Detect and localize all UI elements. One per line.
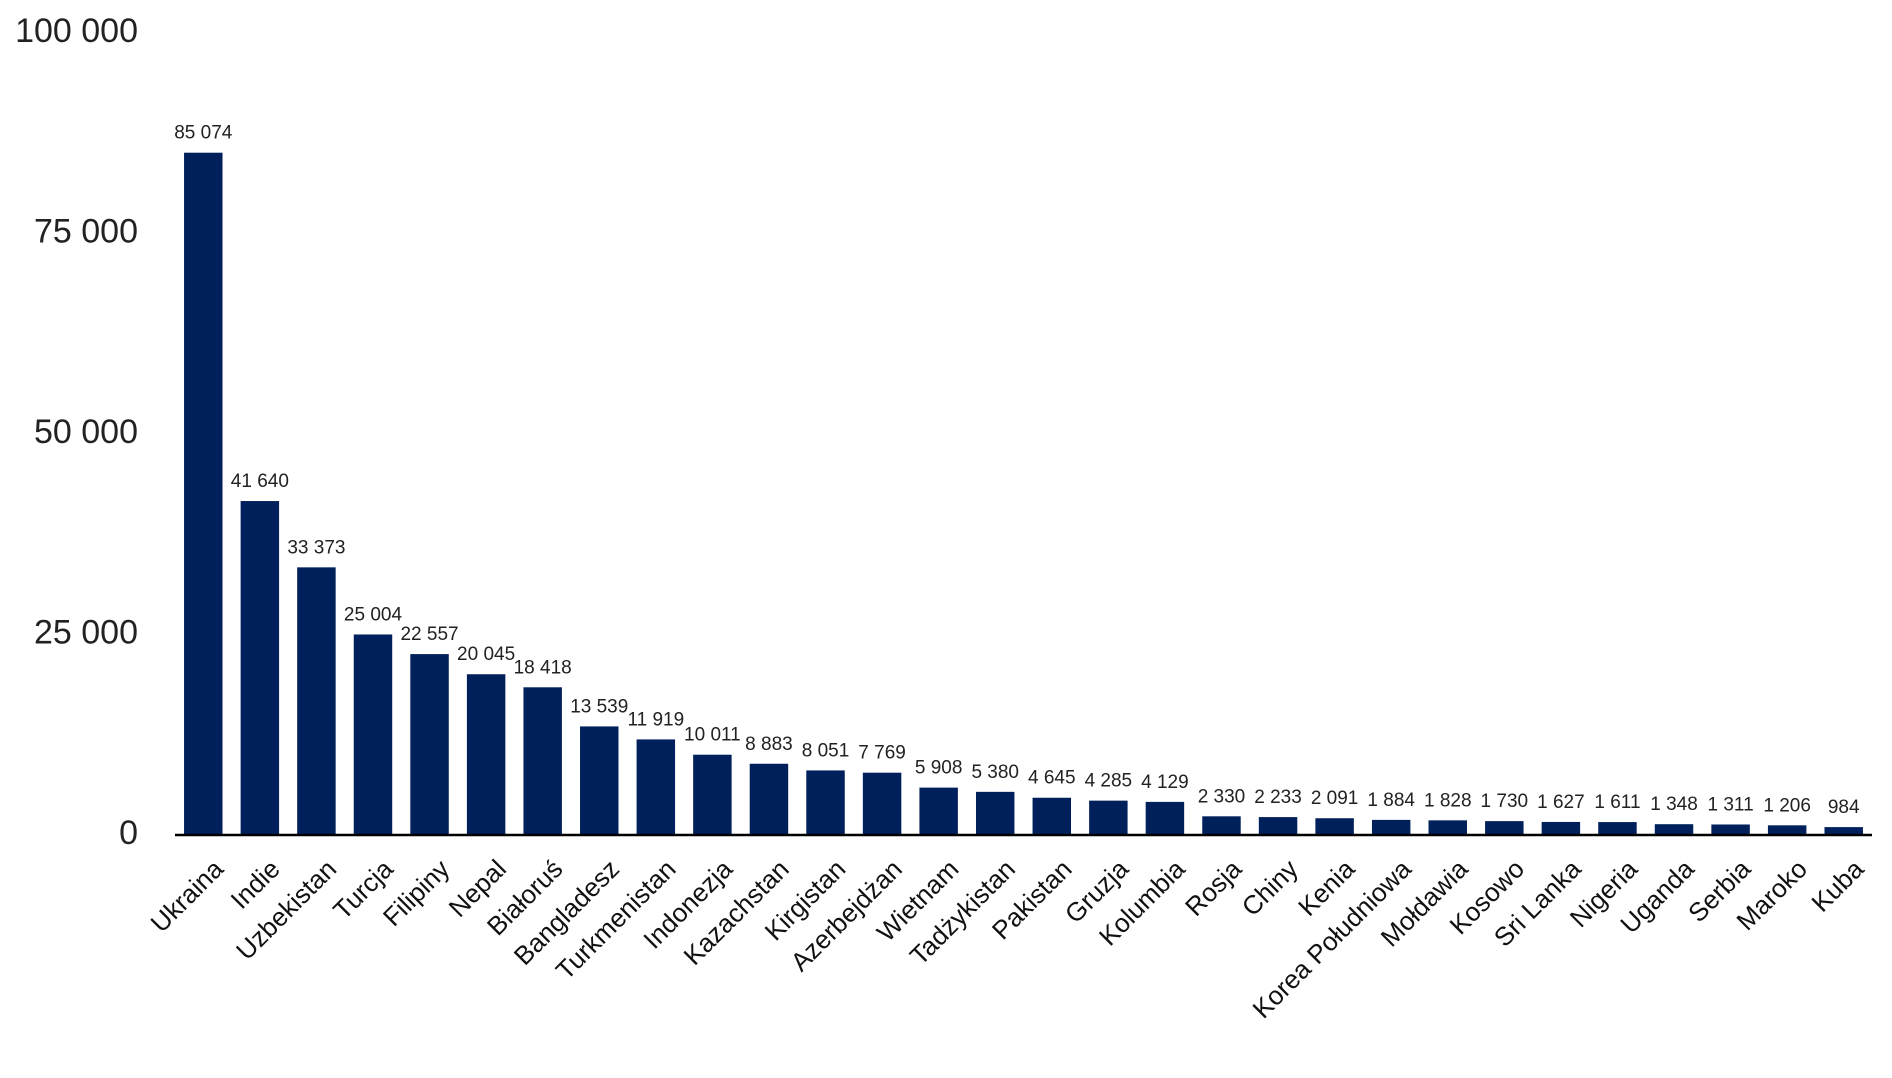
data-label: 1 611 xyxy=(1594,792,1640,813)
data-label: 1 206 xyxy=(1763,795,1811,816)
category-label: Kuba xyxy=(1805,853,1870,918)
data-label: 20 045 xyxy=(457,644,515,665)
data-label: 4 285 xyxy=(1085,771,1133,792)
data-label: 13 539 xyxy=(570,696,628,717)
bar xyxy=(1598,822,1637,835)
data-label: 4 129 xyxy=(1141,772,1189,793)
bar xyxy=(580,726,619,835)
bar xyxy=(862,772,902,835)
bar xyxy=(1371,819,1411,835)
data-label: 18 418 xyxy=(514,657,572,678)
bar xyxy=(1428,820,1467,835)
bar xyxy=(1089,800,1128,835)
data-label: 8 051 xyxy=(802,740,850,761)
data-label: 1 348 xyxy=(1650,794,1698,815)
data-label: 1 828 xyxy=(1424,790,1472,811)
bar xyxy=(410,654,449,835)
data-label: 1 884 xyxy=(1367,790,1415,811)
bar xyxy=(636,739,676,835)
data-label: 11 919 xyxy=(627,709,684,730)
data-label: 22 557 xyxy=(400,624,458,645)
bar xyxy=(523,687,562,835)
data-label: 2 330 xyxy=(1198,786,1246,807)
category-label: Chiny xyxy=(1236,854,1304,922)
bar xyxy=(693,754,732,835)
bar xyxy=(353,634,393,835)
y-tick-label: 0 xyxy=(119,814,138,852)
y-tick-label: 25 000 xyxy=(34,613,138,651)
data-label: 984 xyxy=(1828,797,1860,818)
bar xyxy=(1315,818,1354,835)
category-label: Ukraina xyxy=(145,853,230,938)
data-label: 25 004 xyxy=(344,604,403,625)
bar xyxy=(1145,801,1185,835)
bar xyxy=(466,674,506,835)
bar xyxy=(1485,821,1524,835)
bar xyxy=(1824,827,1863,835)
y-tick-label: 50 000 xyxy=(34,413,138,451)
bars-group xyxy=(184,152,1863,835)
data-label: 2 091 xyxy=(1311,788,1359,809)
bar xyxy=(240,501,280,835)
bar xyxy=(975,791,1015,835)
bar xyxy=(1258,817,1298,835)
bar xyxy=(1202,816,1241,835)
bar xyxy=(1032,797,1072,835)
data-label: 10 011 xyxy=(684,725,741,746)
data-label: 4 645 xyxy=(1028,768,1076,789)
y-tick-label: 100 000 xyxy=(15,12,138,50)
data-label: 7 769 xyxy=(858,743,906,764)
bar xyxy=(806,770,845,835)
data-label: 1 311 xyxy=(1708,794,1754,815)
category-label: Rosja xyxy=(1179,853,1248,922)
bar xyxy=(1654,824,1694,835)
bar xyxy=(1541,821,1581,835)
y-axis-tick-labels: 0 25 000 50 000 75 000 100 000 xyxy=(15,12,138,852)
y-tick-label: 75 000 xyxy=(34,212,138,250)
data-label: 2 233 xyxy=(1254,787,1302,808)
bar xyxy=(919,787,958,835)
bar xyxy=(1711,824,1750,835)
data-label: 85 074 xyxy=(174,123,233,144)
bar xyxy=(1767,825,1807,835)
bar xyxy=(749,763,789,835)
bar xyxy=(184,152,223,835)
data-label: 8 883 xyxy=(745,734,793,755)
data-label: 5 380 xyxy=(971,762,1019,783)
data-label: 33 373 xyxy=(287,537,345,558)
data-label: 1 627 xyxy=(1537,792,1585,813)
data-label: 5 908 xyxy=(915,758,963,779)
bar xyxy=(297,567,336,835)
category-labels-group: UkrainaIndieUzbekistanTurcjaFilipinyNepa… xyxy=(145,853,1870,1024)
data-label: 1 730 xyxy=(1481,791,1529,812)
data-label: 41 640 xyxy=(231,471,289,492)
